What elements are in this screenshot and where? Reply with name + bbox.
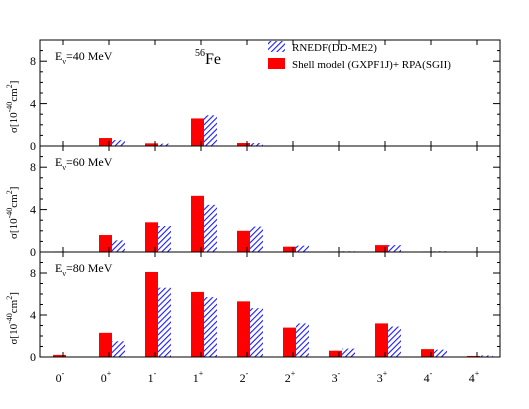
- bar-shell-model-1-: [145, 222, 158, 252]
- legend-label-shell-model: Shell model (GXPF1J)+ RPA(SGII): [292, 59, 451, 71]
- bar-rnedf-4+: [480, 355, 493, 357]
- bar-rnedf-1+: [204, 204, 217, 252]
- bar-rnedf-3+: [388, 245, 401, 252]
- bar-shell-model-2-: [237, 301, 250, 357]
- x-tick-label-3-: 3-: [332, 369, 341, 385]
- x-tick-label-1+: 1+: [193, 369, 204, 385]
- bar-shell-model-3+: [375, 323, 388, 357]
- legend-swatch-rnedf: [268, 41, 285, 52]
- energy-label: Eν=40 MeV: [55, 49, 113, 66]
- bar-shell-model-2-: [237, 143, 250, 146]
- y-tick-label: 4: [30, 308, 36, 322]
- y-tick-label: 4: [30, 97, 36, 111]
- bar-shell-model-2+: [283, 246, 296, 252]
- bar-rnedf-2-: [250, 143, 263, 146]
- panel-1: 0 4 8 σ[10-40cm2] Eν=40 MeV: [5, 39, 501, 153]
- bar-shell-model-1+: [191, 291, 204, 357]
- bar-rnedf-1-: [158, 226, 171, 252]
- bar-shell-model-1-: [145, 271, 158, 357]
- bar-rnedf-0+: [112, 341, 125, 357]
- y-tick-label: 8: [30, 160, 36, 174]
- bar-rnedf-2+: [296, 323, 309, 357]
- y-axis-label: σ[10-40cm2]: [5, 187, 20, 239]
- bar-shell-model-3-: [329, 350, 342, 357]
- bar-rnedf-0+: [112, 140, 125, 146]
- bar-shell-model-4+: [467, 355, 480, 357]
- y-tick-label: 0: [30, 139, 36, 153]
- x-tick-label-2+: 2+: [285, 369, 296, 385]
- energy-label: Eν=80 MeV: [55, 261, 113, 278]
- bar-rnedf-1-: [158, 143, 171, 146]
- x-tick-label-3+: 3+: [377, 369, 388, 385]
- panels: 0 4 8 σ[10-40cm2] Eν=40 MeV 0 4 8 σ[10-40cm2] Eν=…: [5, 39, 501, 364]
- bar-shell-model-3+: [375, 245, 388, 252]
- x-tick-label-2-: 2-: [240, 369, 249, 385]
- bar-shell-model-1-: [145, 143, 158, 146]
- panel-2: 0 4 8 σ[10-40cm2] Eν=60 MeV: [5, 145, 501, 259]
- y-tick-label: 0: [30, 350, 36, 364]
- y-tick-label: 4: [30, 203, 36, 217]
- nucleus-label: 56Fe: [195, 48, 221, 68]
- bar-rnedf-4-: [434, 349, 447, 357]
- bar-rnedf-0+: [112, 240, 125, 252]
- x-tick-labels: 0- 0+ 1- 1+ 2- 2+ 3- 3+ 4- 4+: [56, 369, 480, 385]
- x-tick-label-0-: 0-: [56, 369, 65, 385]
- energy-label: Eν=60 MeV: [55, 155, 113, 172]
- bar-shell-model-4-: [421, 349, 434, 357]
- x-tick-label-4-: 4-: [424, 369, 433, 385]
- panel-3: 0 4 8 σ[10-40cm2] Eν=80 MeV: [5, 251, 501, 364]
- y-axis-label: σ[10-40cm2]: [5, 81, 20, 133]
- y-tick-label: 8: [30, 266, 36, 280]
- bar-rnedf-1-: [158, 287, 171, 357]
- bar-shell-model-2-: [237, 230, 250, 252]
- x-tick-label-4+: 4+: [469, 369, 480, 385]
- x-tick-label-1-: 1-: [148, 369, 157, 385]
- bar-rnedf-1+: [204, 115, 217, 146]
- legend: RNEDF(DD-ME2) Shell model (GXPF1J)+ RPA(S…: [268, 41, 451, 71]
- bar-rnedf-2+: [296, 245, 309, 252]
- bar-rnedf-3-: [342, 348, 355, 357]
- legend-label-rnedf: RNEDF(DD-ME2): [292, 42, 377, 54]
- bar-shell-model-0+: [99, 332, 112, 357]
- y-axis-label: σ[10-40cm2]: [5, 292, 20, 344]
- y-tick-label: 8: [30, 54, 36, 68]
- bar-shell-model-2+: [283, 327, 296, 357]
- x-tick-label-0+: 0+: [101, 369, 112, 385]
- bar-rnedf-2-: [250, 226, 263, 252]
- y-tick-label: 0: [30, 245, 36, 259]
- bar-rnedf-3+: [388, 326, 401, 357]
- bar-shell-model-1+: [191, 118, 204, 146]
- bar-rnedf-1+: [204, 297, 217, 357]
- bar-shell-model-0+: [99, 235, 112, 252]
- bar-rnedf-2-: [250, 308, 263, 357]
- bar-shell-model-0+: [99, 138, 112, 146]
- bar-shell-model-1+: [191, 195, 204, 252]
- legend-swatch-shell-model: [268, 58, 285, 69]
- bar-shell-model-0-: [53, 354, 66, 357]
